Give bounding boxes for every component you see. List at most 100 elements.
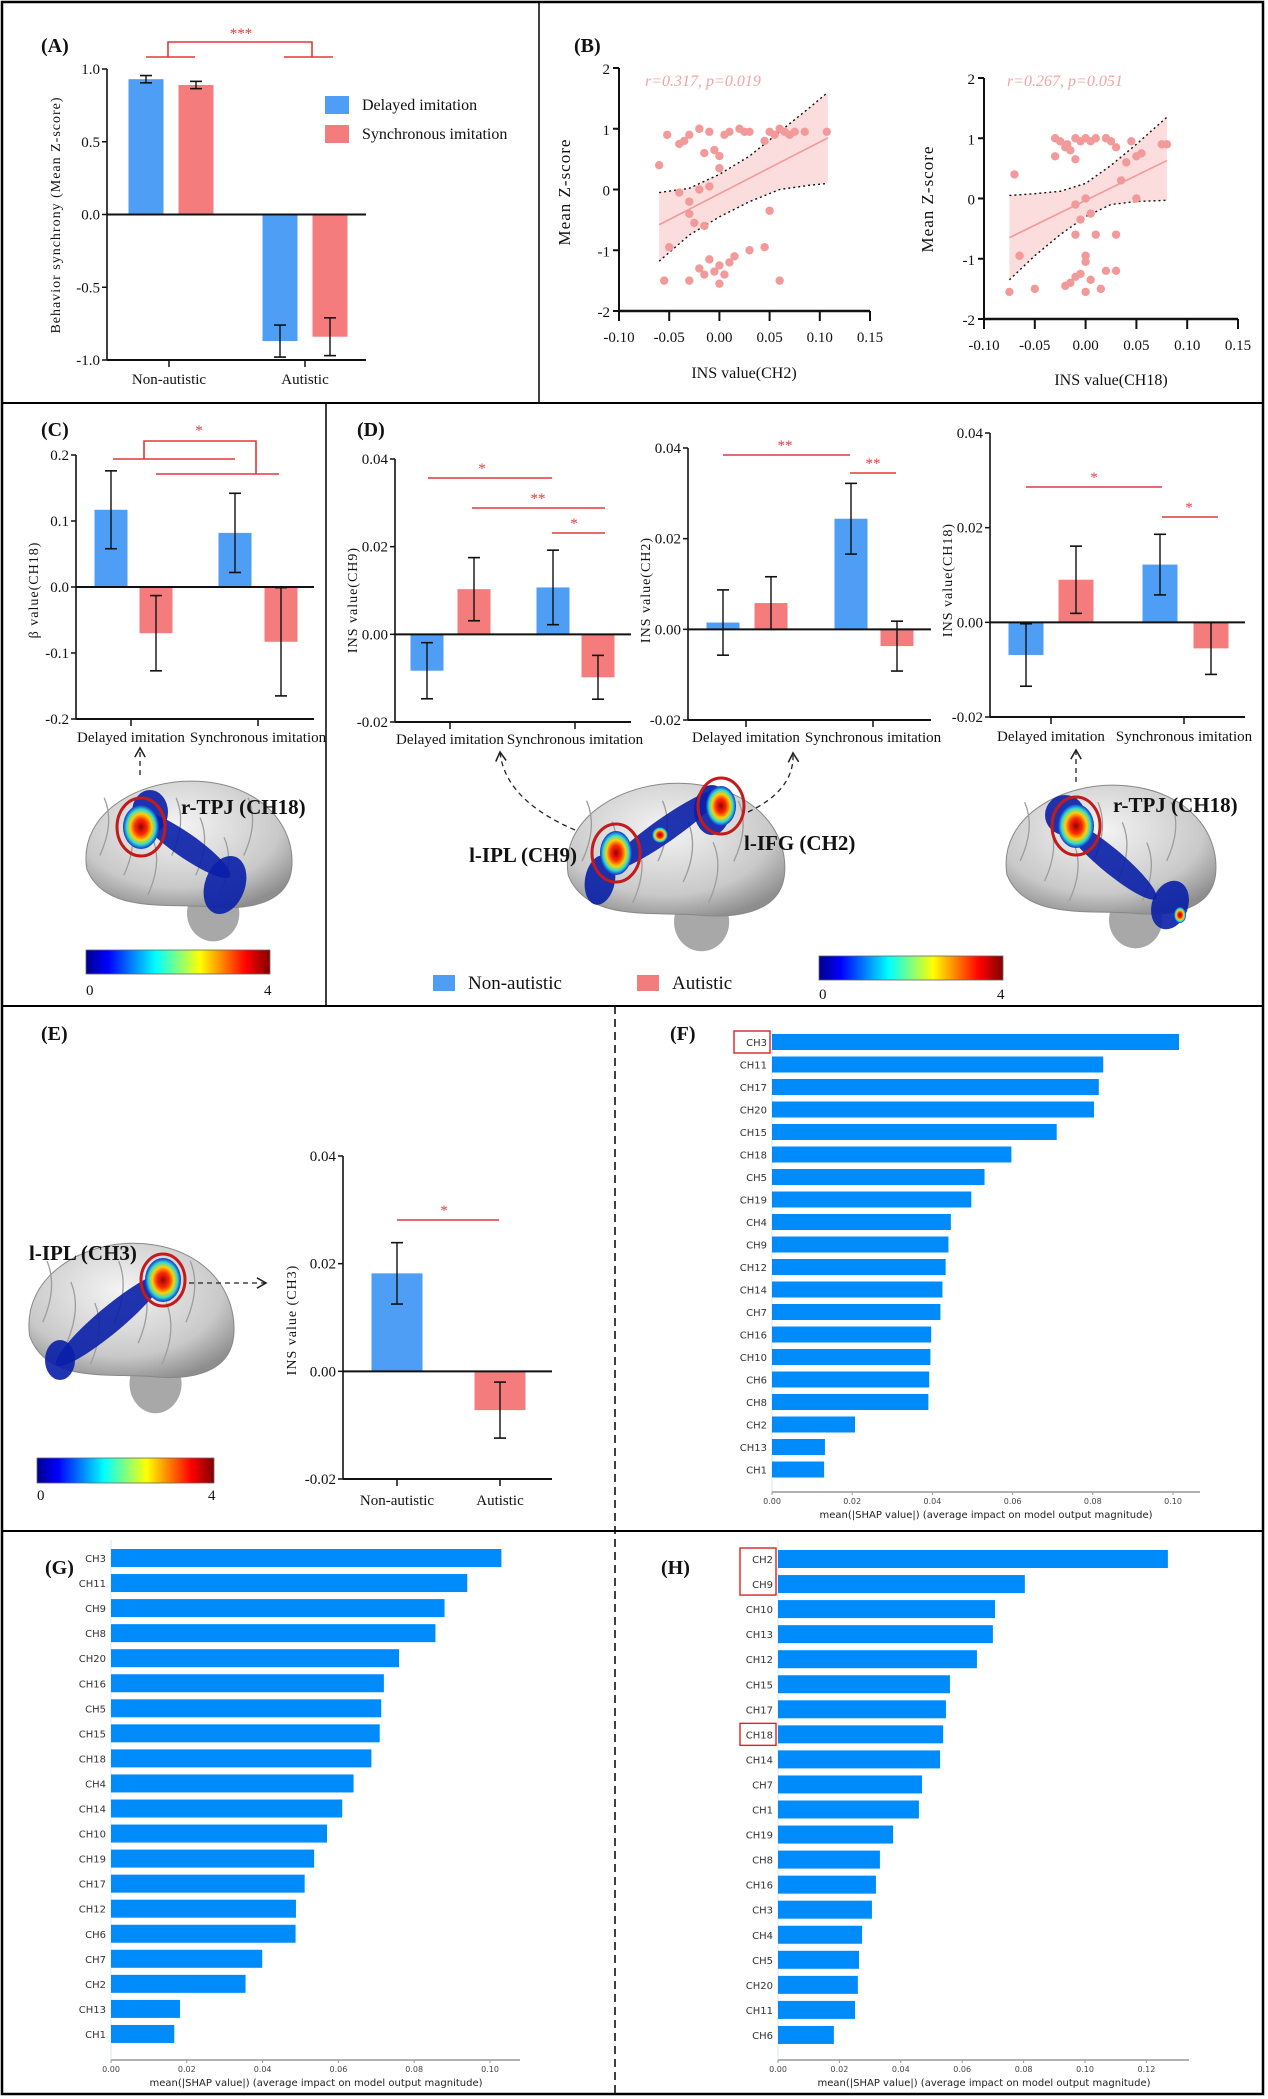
shap-bar [772,1034,1180,1050]
data-point [715,261,724,270]
category-label: Synchronous imitation [507,732,644,748]
category-label: Delayed imitation [77,730,185,746]
x-tick-label: -0.10 [603,330,634,346]
shap-bar [111,1974,246,1993]
channel-label: CH14 [79,1805,106,1816]
bar-chart-D2: -0.02 0.00 0.02 0.04 INS value(CH2) Delayed i… [639,438,942,746]
channel-label: CH19 [746,1831,773,1842]
channel-label: CH2 [746,1421,767,1432]
colorbar-max-label: 4 [208,1488,216,1504]
x-tick-label: 0.00 [763,1497,781,1506]
shap-chart-G: CH3 CH11 CH9 CH8 CH20 CH16 CH5 CH15 CH18 CH4 CH14 C… [79,1540,520,2089]
significance-marker: ** [778,438,793,454]
data-point [685,197,694,206]
shap-bar [778,1675,950,1694]
category-label: Non-autistic [132,372,206,388]
data-point [1086,275,1095,285]
shap-bar [778,1900,872,1919]
shap-bar [111,1799,343,1818]
panel-label: (A) [41,35,69,57]
brain-sulcus [1019,801,1030,862]
shap-chart-H: CH2 CH9 CH10 CH13 CH12 CH15 CH17 CH18 CH14 CH7 CH1… [739,1540,1189,2089]
significance-marker: * [570,516,578,532]
shap-bar [772,1349,931,1365]
colorbar-gradient [85,949,271,975]
data-point [715,164,724,173]
y-tick-label: 0.00 [362,627,388,643]
data-point [822,127,832,136]
y-tick-label: -1.0 [76,353,100,369]
shap-bar [772,1439,825,1455]
shap-bar [778,1600,996,1619]
data-point [1030,284,1040,294]
group-legend: Non-autistic Autistic [433,973,732,994]
channel-label: CH18 [740,1151,767,1162]
channel-label: CH4 [746,1218,767,1229]
x-tick-label: 0.05 [756,330,782,346]
shap-bar [778,1750,941,1769]
channel-label: CH10 [79,1830,106,1841]
channel-label: CH6 [746,1376,767,1387]
significance-marker: * [478,461,486,477]
activation-blob [139,811,231,879]
shap-bar [772,1371,930,1388]
x-axis-label: INS value(CH2) [691,365,796,382]
bar [178,85,214,215]
roi-circle [115,796,167,858]
channel-label: CH20 [746,1981,773,1992]
legend-label: Autistic [672,973,732,994]
channel-label: CH12 [740,1263,767,1274]
data-point [1111,230,1121,239]
y-axis-label: INS value(CH9) [346,547,361,653]
x-tick-label: 0.10 [1164,1497,1182,1506]
x-tick-label: 0.02 [843,1497,861,1506]
channel-label: CH18 [79,1754,106,1765]
shap-bar [772,1146,1012,1163]
y-tick-label: -2 [598,305,611,321]
channel-label: CH14 [746,1755,773,1766]
channel-label: CH11 [79,1579,106,1590]
data-point [1111,143,1121,152]
shap-chart-F: CH3 CH11 CH17 CH20 CH15 CH18 CH5 CH19 CH4 CH9 CH12… [733,1028,1200,1521]
shap-bar [111,1624,436,1643]
brain-sulcus [707,842,719,904]
scatter-chart-B1: -2 -1 0 1 2 -0.10 -0.05 0.00 0.05 0.10 0.15 INS val… [555,62,883,382]
data-point [705,255,714,264]
data-point [685,209,694,218]
significance-bracket [167,41,313,57]
channel-label: CH5 [746,1173,767,1184]
data-point [710,267,719,276]
x-tick-label: -0.05 [1019,338,1050,354]
shap-bar [772,1056,1104,1073]
data-point [1091,134,1100,143]
significance-marker: * [195,423,203,439]
shap-bar [778,1775,922,1794]
data-point [1010,170,1019,179]
activation-hotspot [123,805,159,849]
data-point [675,188,684,197]
dashed-arrows [134,746,1082,1289]
x-tick-label: 0.08 [405,2065,423,2074]
legend-swatch [637,975,659,991]
significance-marker: *** [230,26,253,42]
y-tick-label: 0.00 [957,615,983,631]
brain-d-right [1005,784,1217,949]
confidence-band [659,92,828,262]
x-tick-label: 0.02 [178,2065,196,2074]
channel-label: CH15 [740,1128,767,1139]
shap-bar [778,1825,894,1844]
shap-bar [778,1925,863,1944]
legend-swatch [325,125,349,143]
data-point [1061,281,1070,291]
y-tick-label: 0.02 [957,521,983,537]
data-point [745,246,754,255]
region-label-l-ipl: l-IPL (CH3) [29,1241,137,1265]
colorbar-max-label: 4 [264,983,272,999]
category-label: Synchronous imitation [1116,729,1253,745]
y-tick-label: -1 [598,244,611,260]
shap-bar [778,1650,977,1669]
shap-bar [772,1394,929,1410]
y-tick-label: 0.2 [50,448,69,464]
activation-hotspot [706,786,736,826]
